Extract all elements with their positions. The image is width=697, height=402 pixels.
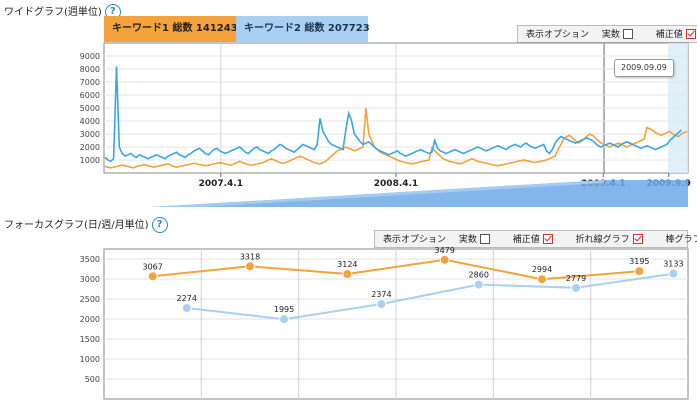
help-icon[interactable]: ? [151, 217, 168, 233]
keyword1-total-tab[interactable]: キーワード1 総数 141243 [104, 16, 238, 42]
y-tick-label: 6000 [80, 91, 100, 100]
focus-points [147, 254, 679, 325]
corrected-checkbox[interactable] [542, 233, 553, 244]
data-label-keyword1: 3124 [337, 260, 357, 269]
y-tick-label: 2000 [80, 143, 100, 152]
date-tooltip: 2009.09.09 [614, 59, 674, 77]
data-label-keyword2: 2779 [566, 274, 586, 283]
y-tick-label: 1500 [80, 335, 100, 344]
focus-data-labels: 3067 3318 3124 3479 2994 3195 2274 1995 2374 2860… [142, 246, 683, 314]
y-tick-label: 2000 [80, 315, 100, 324]
actual-option[interactable]: 実数 [602, 28, 643, 40]
actual-option[interactable]: 実数 [459, 233, 500, 245]
data-point-keyword2[interactable] [668, 268, 679, 279]
data-point-keyword1[interactable] [342, 269, 353, 280]
actual-checkbox[interactable] [622, 28, 633, 39]
data-label-keyword1: 3195 [629, 257, 649, 266]
y-tick-label: 7000 [80, 78, 100, 87]
focus-graph-title: フォーカスグラフ(日/週/月単位)? [4, 216, 168, 233]
corrected-checkbox[interactable] [685, 28, 696, 39]
y-tick-label: 3500 [80, 255, 100, 264]
data-label-keyword1: 3479 [434, 246, 454, 255]
data-point-keyword1[interactable] [147, 271, 158, 282]
data-label-keyword1: 3318 [240, 252, 260, 261]
x-tick-label: 2008.4.1 [374, 179, 418, 189]
y-tick-label: 1000 [80, 355, 100, 364]
y-tick-label: 3000 [80, 275, 100, 284]
data-point-keyword1[interactable] [537, 274, 547, 285]
x-tick-label: 2007.4.1 [199, 179, 243, 189]
wide-series [104, 66, 688, 169]
line-graph-option[interactable]: 折れ線グラフ [576, 233, 653, 245]
y-tick-label: 5000 [80, 104, 100, 113]
data-label-keyword2: 2274 [177, 294, 197, 303]
data-label-keyword1: 2994 [532, 265, 552, 274]
data-point-keyword1[interactable] [245, 261, 255, 272]
wide-graph[interactable]: 1000 2000 3000 4000 5000 6000 7000 8000 9000 200… [0, 0, 697, 215]
series-keyword2-line [104, 66, 682, 163]
bar-graph-option[interactable]: 棒グラフ [665, 235, 697, 245]
data-label-keyword2: 1995 [274, 305, 294, 314]
actual-checkbox[interactable] [479, 233, 490, 244]
data-label-keyword2: 2860 [469, 271, 489, 280]
focus-series [152, 258, 674, 321]
wide-y-axis: 1000 2000 3000 4000 5000 6000 7000 8000 9000 [80, 52, 100, 165]
data-point-keyword2[interactable] [473, 279, 484, 290]
y-tick-label: 500 [85, 375, 100, 384]
keyword2-total-tab[interactable]: キーワード2 総数 207723 [236, 16, 370, 42]
focus-display-options: 表示オプション 実数 補正値 折れ線グラフ 棒グラフ [374, 230, 697, 248]
series-keyword1-line [104, 107, 688, 169]
display-options-label: 表示オプション [526, 30, 590, 40]
series-keyword1-line [152, 258, 640, 281]
data-point-keyword2[interactable] [181, 303, 192, 314]
line-graph-checkbox[interactable] [632, 233, 643, 244]
y-tick-label: 3000 [80, 130, 100, 139]
y-tick-label: 8000 [80, 65, 100, 74]
corrected-option[interactable]: 補正値 [513, 233, 563, 245]
series-keyword2-line [186, 272, 674, 321]
y-tick-label: 1000 [80, 156, 100, 165]
data-point-keyword2[interactable] [376, 299, 387, 310]
data-point-keyword2[interactable] [279, 314, 290, 325]
data-label-keyword2: 3133 [663, 260, 683, 269]
zoom-connector-highlight [150, 180, 604, 207]
corrected-option[interactable]: 補正値 [656, 28, 697, 40]
y-tick-label: 9000 [80, 52, 100, 61]
display-options-label: 表示オプション [383, 235, 447, 245]
data-label-keyword1: 3067 [142, 262, 162, 271]
y-tick-label: 4000 [80, 117, 100, 126]
data-label-keyword2: 2374 [371, 290, 391, 299]
data-point-keyword1[interactable] [439, 254, 450, 265]
y-tick-label: 2500 [80, 295, 100, 304]
data-point-keyword1[interactable] [634, 266, 645, 277]
focus-y-axis: 500 1000 1500 2000 2500 3000 3500 [80, 255, 100, 384]
data-point-keyword2[interactable] [571, 282, 582, 293]
focus-grid [104, 249, 688, 399]
